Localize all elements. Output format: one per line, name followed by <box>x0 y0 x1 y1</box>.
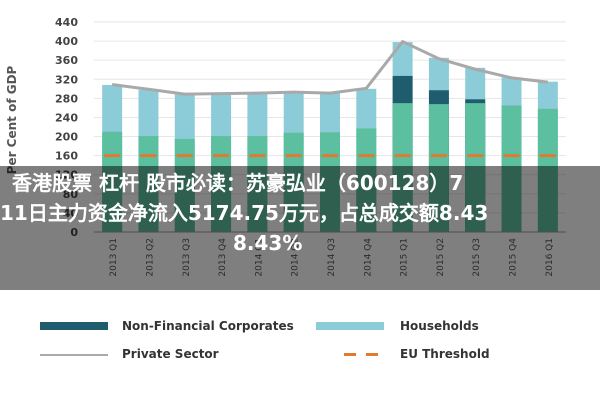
headline-overlay <box>0 166 600 290</box>
legend-label-households: Households <box>400 319 479 333</box>
legend-swatch-eu-threshold-b <box>366 353 378 356</box>
y-tick-label: 320 <box>55 73 78 86</box>
private-sector-line <box>111 39 549 96</box>
y-axis-label: Per Cent of GDP <box>5 65 19 174</box>
y-tick-label: 240 <box>55 111 78 124</box>
headline-line-1: 香港股票 杠杆 股市必读：苏豪弘业（600128）7 <box>12 171 464 195</box>
legend-label-eu-threshold: EU Threshold <box>400 347 490 361</box>
headline-line-3: 8.43% <box>233 231 303 255</box>
y-tick-label: 440 <box>55 16 78 29</box>
legend-label-private-sector: Private Sector <box>122 347 219 361</box>
legend-swatch-private-sector <box>40 354 108 356</box>
legend-swatch-non-financial <box>40 322 108 330</box>
y-tick-label: 360 <box>55 54 78 67</box>
y-tick-label: 400 <box>55 35 78 48</box>
y-tick-label: 280 <box>55 92 78 105</box>
y-tick-label: 200 <box>55 131 78 144</box>
legend-label-non-financial: Non-Financial Corporates <box>122 319 294 333</box>
legend-swatch-eu-threshold-a <box>344 353 356 356</box>
y-tick-label: 160 <box>55 150 78 163</box>
line-series <box>111 39 549 96</box>
headline-text[interactable]: 香港股票 杠杆 股市必读：苏豪弘业（600128）7 11日主力资金净流入517… <box>0 168 600 258</box>
legend-swatch-households <box>316 322 384 330</box>
headline-line-2: 11日主力资金净流入5174.75万元，占总成交额8.43 <box>0 201 489 225</box>
chart-legend: Non-Financial Corporates Households Priv… <box>0 306 600 376</box>
